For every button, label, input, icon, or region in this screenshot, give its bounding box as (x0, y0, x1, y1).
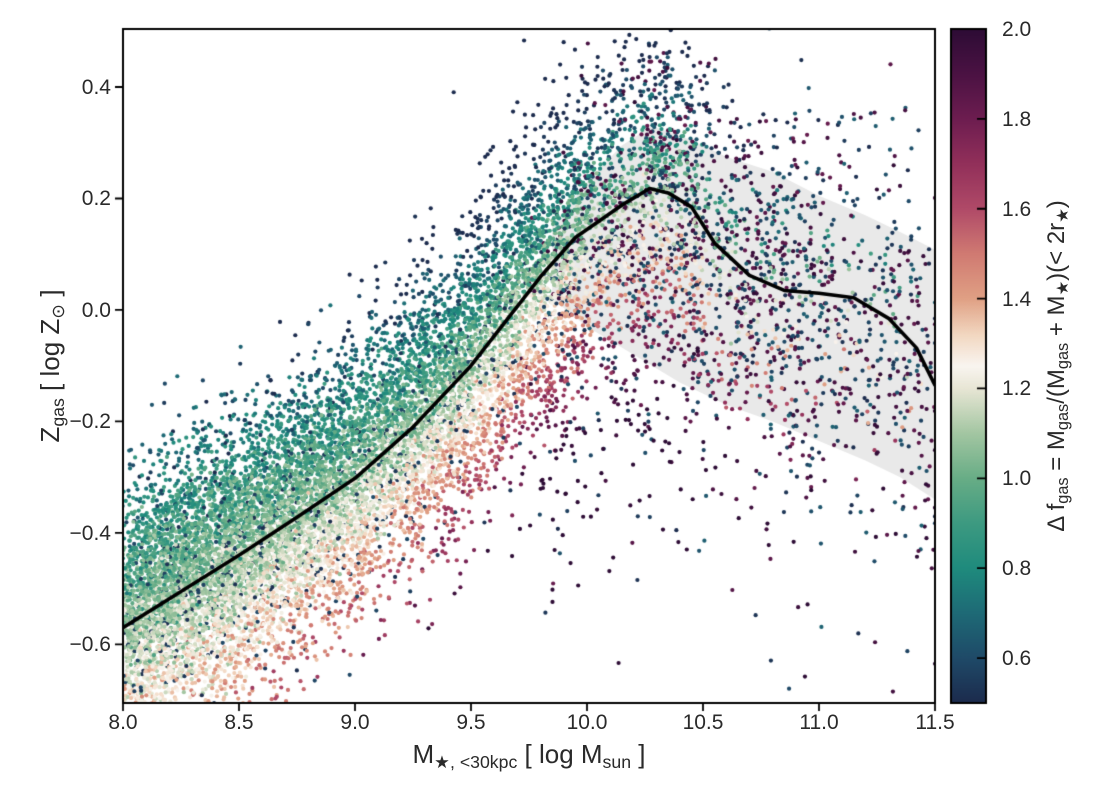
colorbar-tick-label: 1.4 (1002, 287, 1032, 311)
colorbar-tick-label: 1.8 (1002, 107, 1032, 131)
colorbar-tick-label: 2.0 (1002, 18, 1032, 41)
y-tick-label: −0.4 (69, 521, 111, 545)
colorbar-tick-label: 1.0 (1002, 467, 1032, 491)
y-tick-label: 0.2 (81, 187, 111, 211)
colorbar-tick-label: 1.2 (1002, 377, 1032, 401)
x-tick-label: 10.5 (682, 711, 724, 734)
x-axis-label: M★, <30kpc [ log Msun ] (412, 739, 645, 773)
label-text: M (412, 739, 435, 770)
x-tick-label: 9.0 (340, 711, 370, 734)
colorbar-tick-label: 0.8 (1002, 557, 1032, 581)
x-tick-label: 9.5 (456, 711, 486, 734)
colorbar-tick-label: 0.6 (1002, 647, 1032, 671)
x-tick-label: 11.5 (915, 711, 955, 734)
label-text: ] (631, 739, 646, 770)
x-tick-label: 8.5 (224, 711, 254, 734)
label-subscript: ★, <30kpc (434, 751, 518, 772)
label-subscript: gas (1054, 403, 1073, 431)
x-tick-label: 8.0 (108, 711, 138, 734)
x-tick-label: 10.0 (566, 711, 608, 734)
x-tick-label: 11.0 (799, 711, 839, 734)
label-subscript: gas (1054, 342, 1073, 370)
y-tick-label: −0.6 (69, 633, 111, 657)
y-tick-label: 0.4 (81, 75, 111, 99)
label-text: )(< 2r (1042, 222, 1070, 281)
label-text: [ log M (517, 739, 603, 770)
colorbar-tick-label: 1.6 (1002, 197, 1032, 221)
y-tick-label: −0.2 (69, 410, 111, 434)
label-subscript: sun (602, 751, 632, 772)
label-text: Δ f (1042, 503, 1070, 532)
y-tick-label: 0.0 (81, 298, 111, 322)
label-text: [ log Z (35, 318, 66, 399)
